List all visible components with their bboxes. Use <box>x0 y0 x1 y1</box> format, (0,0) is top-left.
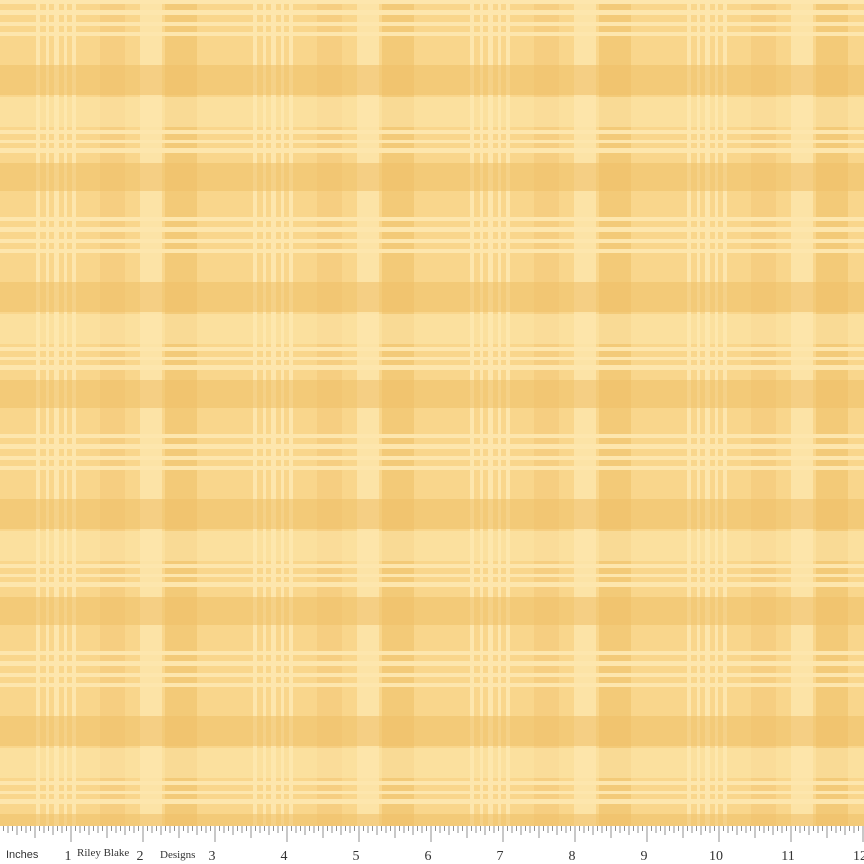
brand-name: Designs <box>160 849 195 861</box>
ruler-number: 12 <box>853 849 864 864</box>
ruler-number: 6 <box>425 849 432 864</box>
ruler-number: 7 <box>497 849 504 864</box>
ruler-number: 8 <box>569 849 576 864</box>
ruler-ticks <box>3 826 864 842</box>
ruler-number: 10 <box>709 849 723 864</box>
ruler-number: 2 <box>137 849 144 864</box>
brand-name: Riley Blake <box>77 847 129 859</box>
ruler-number: 4 <box>281 849 288 864</box>
ruler-number: 9 <box>641 849 648 864</box>
ruler-number: 5 <box>353 849 360 864</box>
ruler-number: 1 <box>65 849 72 864</box>
ruler-unit: Inches <box>6 849 39 861</box>
ruler-number: 3 <box>209 849 216 864</box>
plaid-horizontal <box>0 0 864 826</box>
ruler-number: 11 <box>781 849 794 864</box>
ruler <box>0 826 864 864</box>
